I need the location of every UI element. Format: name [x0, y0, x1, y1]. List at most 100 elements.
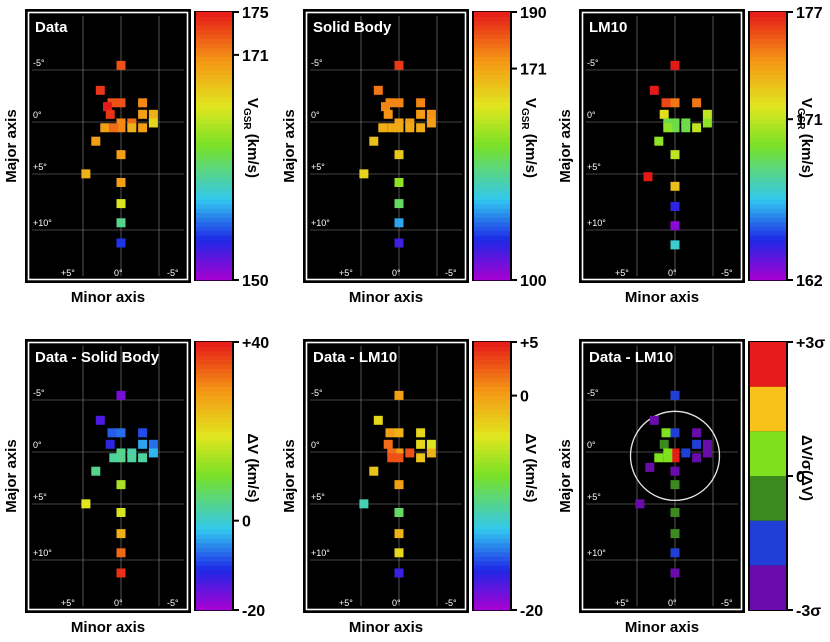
chart2-point-3: [670, 98, 680, 108]
chart0-xtick-1: 0°: [114, 268, 123, 278]
chart2-point-13: [670, 123, 680, 133]
chart4-point-12: [416, 453, 426, 463]
chart3-ytick-1: 0°: [33, 440, 42, 450]
chart0-colorbar-seg-8: [196, 239, 232, 245]
chart1-point-13: [405, 123, 415, 133]
chart1-colorbar-seg-54: [474, 34, 510, 40]
chart1-xtick-2: -5°: [445, 268, 457, 278]
chart1-colorbar-seg-57: [474, 20, 510, 26]
chart0-cb-label: VGSR (km/s): [241, 98, 261, 178]
chart2-colorbar-seg-29: [750, 145, 786, 151]
chart1-cb-ticklabel-0: 190: [520, 5, 547, 22]
chart1-point-15: [387, 123, 397, 133]
chart1-point-16: [378, 123, 388, 133]
chart5-point-23: [670, 568, 680, 578]
chart3-colorbar-seg-3: [196, 591, 232, 597]
chart3-ytick-2: +5°: [33, 492, 47, 502]
chart4-colorbar-seg-39: [474, 431, 510, 437]
chart0-colorbar-seg-3: [196, 261, 232, 267]
chart1-panel: [303, 9, 469, 283]
chart2-colorbar-seg-7: [750, 243, 786, 250]
chart2-colorbar-seg-57: [750, 20, 786, 26]
chart2-colorbar-seg-56: [750, 25, 786, 31]
chart4-point-17: [359, 499, 369, 509]
chart1-point-22: [394, 218, 404, 228]
chart0-colorbar-seg-39: [196, 101, 232, 107]
chart1-colorbar-seg-22: [474, 176, 510, 183]
chart1-colorbar-seg-35: [474, 118, 510, 124]
chart5-point-9: [681, 448, 691, 458]
chart1-colorbar-seg-8: [474, 239, 510, 245]
chart1-colorbar-seg-29: [474, 145, 510, 151]
chart5-ytick-2: +5°: [587, 492, 601, 502]
chart2-colorbar-seg-22: [750, 176, 786, 183]
chart3-colorbar-seg-56: [196, 355, 232, 361]
chart2-cb-label-unit: (km/s): [798, 134, 815, 178]
chart5-point-17: [645, 462, 655, 472]
chart2-colorbar-seg-59: [750, 11, 786, 17]
chart1-colorbar-seg-21: [474, 181, 510, 187]
chart2-title: LM10: [589, 19, 627, 36]
chart1-colorbar-seg-55: [474, 29, 510, 35]
chart4-colorbar-seg-25: [474, 493, 510, 499]
chart3-colorbar-seg-20: [196, 515, 232, 521]
chart0-point-5: [103, 102, 112, 112]
chart4-colorbar-seg-9: [474, 565, 510, 571]
chart4-point-18: [394, 507, 404, 517]
chart2-xtick-2: -5°: [721, 268, 733, 278]
chart4-point-16: [394, 480, 404, 490]
chart2-colorbar-seg-8: [750, 239, 786, 245]
chart4-colorbar-seg-7: [474, 573, 510, 580]
chart0-colorbar-seg-12: [196, 221, 232, 227]
chart4-ytick-1: 0°: [311, 440, 320, 450]
chart3-colorbar-seg-4: [196, 587, 232, 593]
chart0-colorbar-seg-35: [196, 118, 232, 124]
chart3-colorbar-seg-8: [196, 569, 232, 575]
chart5-point-6: [692, 439, 702, 449]
chart5-colorbar-bin-3: [750, 431, 786, 476]
chart4-colorbar-seg-47: [474, 395, 510, 401]
chart1-point-2: [416, 98, 426, 108]
chart1-colorbar-seg-58: [474, 16, 510, 22]
chart3-colorbar-seg-7: [196, 573, 232, 580]
chart5-selection-circle: [629, 410, 721, 501]
chart1-colorbar-seg-48: [474, 60, 510, 66]
chart0-colorbar-seg-25: [196, 163, 232, 169]
chart1-colorbar-seg-15: [474, 208, 510, 214]
chart2-colorbar-seg-32: [750, 132, 786, 138]
chart4-point-4: [385, 428, 395, 438]
chart3-colorbar-seg-25: [196, 493, 232, 499]
chart3-point-15: [91, 466, 101, 476]
chart2-ytick-3: +10°: [587, 218, 606, 228]
chart0-xtick-2: -5°: [167, 268, 179, 278]
chart4-point-0: [394, 390, 404, 400]
chart4-point-7: [383, 439, 393, 449]
chart4-colorbar-seg-36: [474, 444, 510, 450]
chart0-colorbar-seg-50: [196, 51, 232, 57]
chart4-point-10: [394, 448, 404, 458]
chart5-point-15: [654, 453, 664, 463]
chart2-xlabel: Minor axis: [625, 289, 699, 306]
chart2-colorbar-seg-53: [750, 38, 786, 44]
chart1-ytick-3: +10°: [311, 218, 330, 228]
chart0-colorbar-seg-23: [196, 172, 232, 178]
chart5-point-5: [702, 439, 712, 449]
chart1-cb-label-unit: (km/s): [522, 134, 539, 178]
chart1-colorbar-seg-45: [474, 74, 510, 80]
chart0-colorbar-seg-51: [196, 47, 232, 53]
chart3-colorbar-seg-57: [196, 350, 232, 356]
chart4-colorbar-seg-41: [474, 422, 510, 428]
chart4-colorbar-seg-30: [474, 471, 510, 477]
chart1-xlabel: Minor axis: [349, 289, 423, 306]
chart2-colorbar-seg-43: [750, 83, 786, 89]
chart3-colorbar-seg-48: [196, 390, 232, 396]
chart4-cb-label-unit: (km/s): [522, 454, 539, 502]
chart1-colorbar-seg-56: [474, 25, 510, 31]
chart2-colorbar-seg-44: [750, 78, 786, 84]
chart3-colorbar-seg-26: [196, 489, 232, 495]
chart4-colorbar-seg-27: [474, 484, 510, 490]
chart2-colorbar-seg-37: [750, 109, 786, 116]
chart3-colorbar-seg-41: [196, 422, 232, 428]
chart3-colorbar-seg-30: [196, 471, 232, 477]
chart1-colorbar-seg-27: [474, 154, 510, 160]
